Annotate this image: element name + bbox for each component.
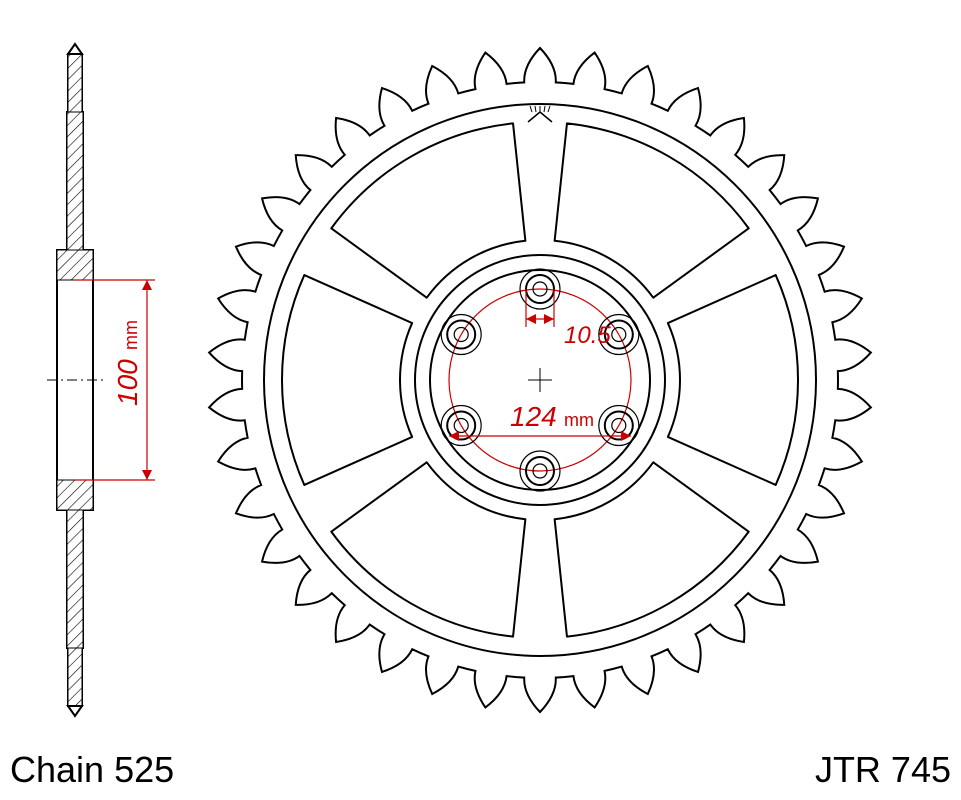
part-number: JTR 745 [815,749,951,790]
dim-bore-unit: mm [121,320,141,350]
dim-bore: 100 [112,359,143,406]
hatch-region [68,648,82,706]
hatch-region [67,510,83,648]
lightening-slot [668,275,798,485]
logo-icon [535,106,536,112]
lightening-slot [282,275,412,485]
sprocket-front-view: 10.5 124 mm [209,48,871,712]
dim-bolt-circle-unit: mm [564,410,594,430]
lightening-slot [555,462,749,636]
chain-label: Chain 525 [10,749,174,790]
lightening-slot [555,123,749,297]
tooth-tip [68,706,82,716]
logo-icon [544,106,545,112]
lightening-slot [331,462,525,636]
logo-icon [548,106,550,112]
logo-icon [528,112,552,122]
hatch-region [57,480,93,510]
tooth-tip [68,44,82,54]
dim-bolt-hole: 10.5 [564,322,611,349]
hatch-region [67,112,83,250]
hatch-region [57,250,93,280]
logo-icon [530,106,532,112]
sprocket-side-view: 100 mm [47,44,155,716]
hatch-region [68,54,82,112]
dim-bolt-circle: 124 [510,401,557,432]
lightening-slot [331,123,525,297]
